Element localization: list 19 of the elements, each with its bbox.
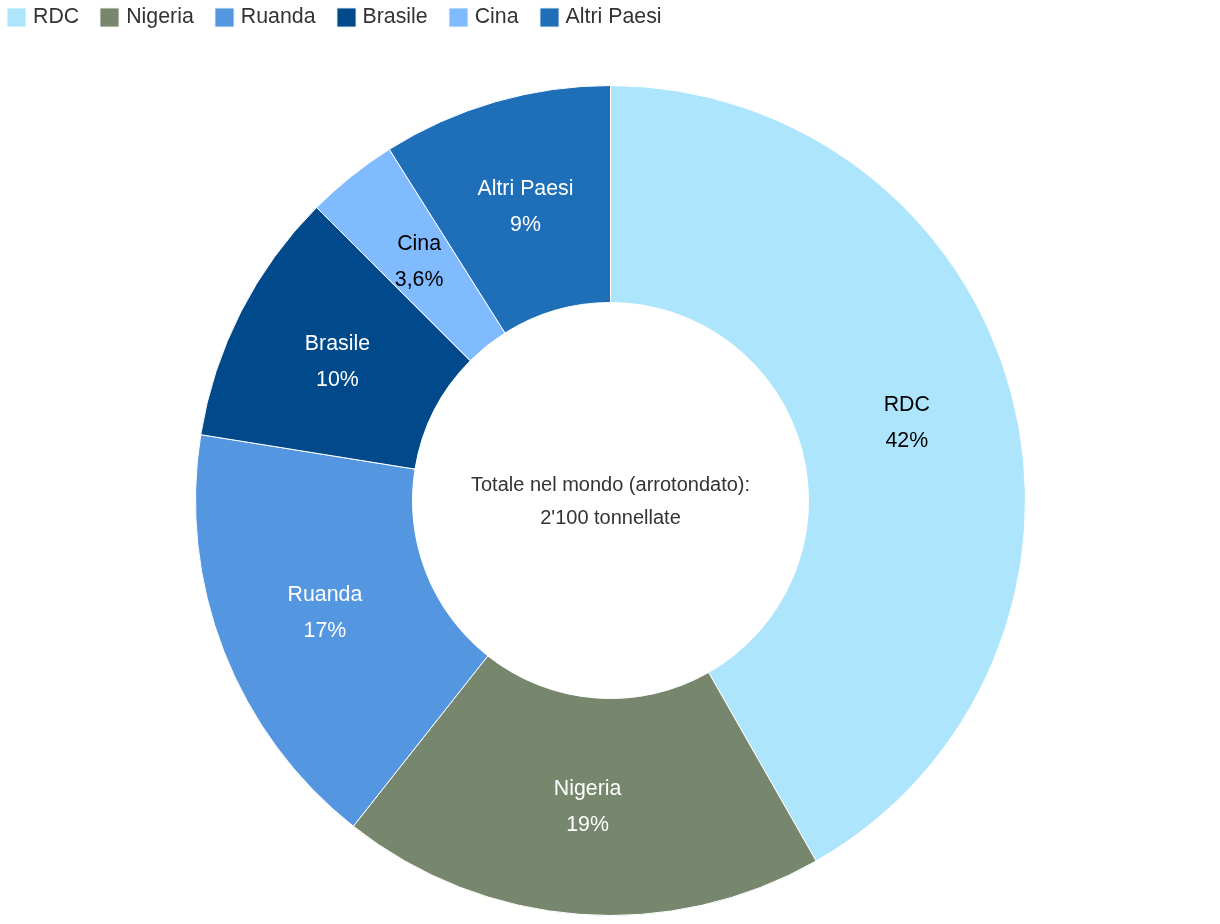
legend-label: Ruanda	[240, 4, 316, 29]
text: Totale nel mondo (arrotondato): 2'100 tonnellate	[470, 473, 751, 528]
data-label: 17%	[303, 617, 347, 642]
data-label: 42%	[885, 427, 929, 452]
legend-label: RDC	[33, 4, 80, 29]
slice-label: Altri Paesi	[477, 176, 574, 201]
legend-label: Cina	[474, 4, 519, 29]
data-label: 10%	[316, 367, 359, 392]
data-label: 9%	[510, 212, 541, 237]
slice-label: RDC	[883, 391, 930, 416]
legend-label: Altri Paesi	[565, 4, 662, 29]
slice-label: Ruanda	[287, 581, 363, 606]
slice-label: Brasile	[304, 331, 371, 356]
slice-label: Cina	[397, 231, 442, 256]
data-label: 3,6%	[394, 267, 444, 292]
slice-label: Nigeria	[553, 776, 622, 801]
legend-label: Nigeria	[126, 4, 194, 29]
data-label: 19%	[566, 812, 609, 837]
legend-label: Brasile	[362, 4, 428, 29]
